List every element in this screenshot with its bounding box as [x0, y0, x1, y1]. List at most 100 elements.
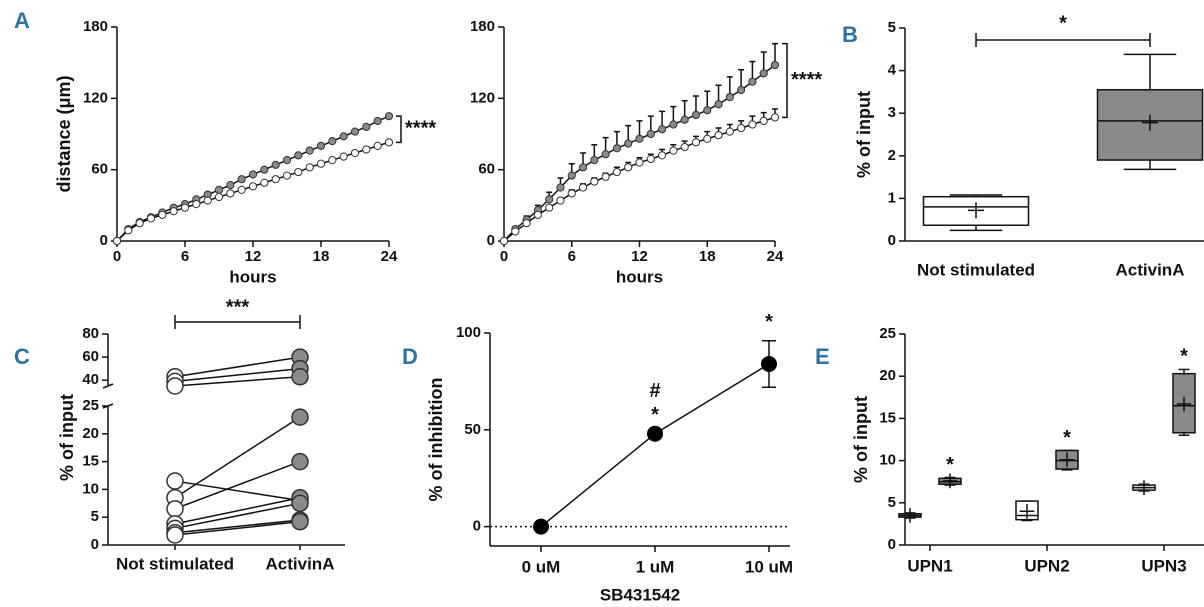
panel-label: C	[14, 344, 30, 369]
point	[714, 100, 723, 109]
y-tick-label: 0	[91, 536, 99, 553]
y-axis-label: % of inhibition	[426, 378, 446, 502]
point	[384, 112, 394, 121]
point	[339, 152, 348, 161]
x-tick-label: UPN3	[1141, 556, 1186, 575]
y-tick-label: 80	[82, 325, 99, 342]
series-line	[116, 115, 390, 242]
significance-bracket	[975, 33, 1151, 47]
point	[714, 131, 723, 140]
x-tick-label: 1 uM	[636, 557, 675, 576]
point	[646, 154, 655, 164]
significance-bracket	[174, 315, 301, 329]
y-axis-label: % of input	[57, 394, 77, 481]
point	[669, 120, 678, 129]
point	[522, 219, 531, 228]
point	[635, 134, 644, 143]
series-line	[503, 64, 776, 242]
point	[260, 165, 269, 174]
point	[511, 227, 520, 236]
pair-line	[174, 480, 301, 502]
x-tick-label: ActivinA	[1116, 260, 1185, 279]
point	[291, 452, 309, 471]
y-tick-label: 0	[888, 232, 896, 249]
significance-label: *	[1180, 346, 1188, 368]
y-tick-label: 25	[82, 397, 99, 414]
y-tick-label: 60	[91, 161, 108, 178]
point	[362, 145, 371, 154]
point	[737, 123, 746, 133]
mean-marker	[942, 473, 958, 489]
y-tick-label: 5	[91, 508, 99, 525]
point	[590, 156, 599, 165]
point	[635, 158, 644, 167]
x-tick-label: 0	[113, 248, 121, 265]
point	[166, 377, 184, 395]
y-tick-label: 0	[100, 232, 108, 249]
x-tick-label: 24	[381, 248, 398, 265]
x-axis-label: hours	[616, 267, 663, 286]
point	[305, 146, 314, 155]
pair-line	[174, 460, 301, 510]
point	[294, 167, 303, 177]
point	[271, 175, 280, 184]
point	[590, 177, 599, 186]
point	[305, 163, 314, 172]
point	[567, 171, 576, 180]
point	[362, 122, 371, 131]
point	[748, 120, 757, 129]
y-tick-label: 180	[83, 18, 108, 35]
point	[316, 141, 326, 150]
y-tick-label: 10	[879, 452, 896, 469]
y-tick-label: 2	[888, 147, 896, 164]
mean-marker	[1019, 503, 1035, 519]
point	[248, 182, 258, 191]
panel-label: B	[842, 22, 858, 47]
series-line	[116, 141, 390, 242]
x-tick-label: 0	[500, 248, 508, 265]
y-tick-label: 25	[879, 325, 896, 342]
pair-line	[174, 520, 301, 536]
point	[703, 134, 712, 143]
mean-marker	[1142, 114, 1158, 131]
point	[578, 163, 588, 172]
point	[146, 214, 156, 223]
y-tick-label: 5	[888, 494, 896, 511]
pair-line	[174, 502, 301, 530]
point	[291, 512, 309, 531]
mean-marker	[1136, 480, 1152, 495]
point-label: *	[651, 404, 659, 426]
point	[169, 207, 178, 216]
significance-label: ****	[791, 69, 822, 91]
y-tick-label: 120	[470, 89, 495, 106]
point	[691, 138, 701, 147]
significance-label: *	[1063, 427, 1071, 449]
y-tick-label: 50	[464, 421, 481, 438]
point	[166, 500, 184, 518]
point	[282, 156, 292, 165]
point	[499, 236, 509, 246]
point	[737, 85, 746, 95]
point	[725, 127, 734, 136]
mean-marker	[968, 202, 984, 219]
point	[158, 210, 167, 219]
x-tick-label: 18	[699, 248, 716, 265]
y-tick-label: 15	[879, 409, 896, 426]
point	[770, 60, 780, 70]
point	[316, 159, 326, 168]
point	[226, 181, 235, 190]
y-tick-label: 5	[888, 19, 896, 36]
point	[291, 368, 309, 386]
y-tick-label: 60	[82, 348, 99, 365]
point	[384, 138, 394, 147]
point	[748, 77, 757, 86]
point	[192, 200, 201, 209]
point	[624, 139, 633, 148]
point	[350, 127, 360, 136]
x-tick-label: UPN1	[907, 556, 952, 575]
y-tick-label: 40	[82, 371, 99, 388]
point	[124, 226, 133, 235]
significance-label: ***	[226, 296, 250, 318]
point	[759, 69, 768, 78]
